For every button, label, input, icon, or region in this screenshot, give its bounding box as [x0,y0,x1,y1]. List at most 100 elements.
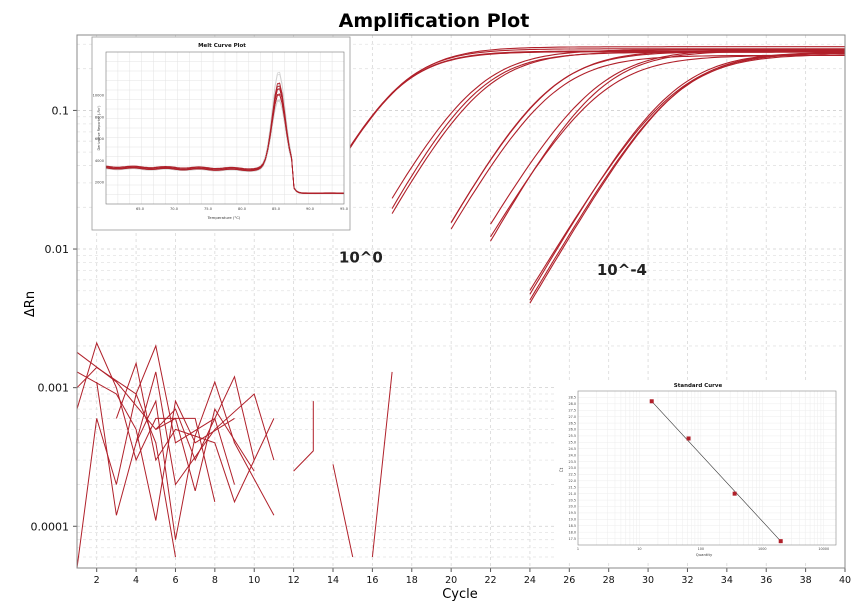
melt-y-tick-label: 2000 [95,180,105,184]
standard-y-tick-label: 27.0 [568,415,576,419]
melt-x-tick-label: 65.0 [136,207,145,211]
x-tick-label: 26 [563,575,575,586]
standard-x-tick-label: 10000 [818,547,829,551]
melt-plot-frame [105,51,345,205]
melt-x-tick-label: 95.0 [340,207,349,211]
noise-line [135,380,275,540]
amplification-curve [529,54,845,301]
melt-x-tick-label: 85.0 [272,207,281,211]
melt-curves [105,71,345,195]
annotation-10-0: 10^0 [339,248,383,266]
x-axis-label: Cycle [442,587,478,602]
standard-y-tick-label: 28.0 [568,402,576,406]
y-tick-label: 0.01 [45,243,70,256]
y-axis-label: ΔRn [23,291,38,317]
x-tick-label: 6 [172,575,178,586]
standard-gridlines [577,391,836,545]
melt-curve-inset: Melt Curve Plot Temperature (°C) Derivat… [91,36,351,231]
standard-regression-line [651,401,781,542]
standard-y-tick-label: 26.5 [568,421,576,425]
noise-line [371,371,393,558]
noise-line [76,392,176,569]
noise-line [76,351,255,462]
standard-y-tick-label: 26.0 [568,428,576,432]
standard-y-tick-label: 21.0 [568,492,576,496]
standard-y-tick-label: 18.5 [568,524,576,528]
noise-line [76,344,235,485]
melt-x-label: Temperature (°C) [207,215,241,220]
standard-y-tick-label: 27.5 [568,408,576,412]
chart-title: Amplification Plot [339,10,530,32]
melt-x-tick-label: 90.0 [306,207,315,211]
x-tick-label: 16 [366,575,378,586]
standard-x-label: Quantity [696,552,713,557]
melt-x-tick-label: 80.0 [238,207,247,211]
standard-y-tick-label: 24.5 [568,447,576,451]
noise-line [115,361,275,504]
x-tick-label: 28 [603,575,615,586]
amplification-curves [312,46,846,304]
melt-x-tick-label: 70.0 [170,207,179,211]
noise-line [155,407,255,492]
noise-line [76,341,216,503]
standard-x-tick-label: 1000 [758,547,767,551]
standard-y-tick-label: 23.0 [568,466,576,470]
x-tick-label: 24 [524,575,536,586]
x-tick-label: 22 [484,575,496,586]
annotation-10-minus-4: 10^-4 [597,261,647,279]
x-tick-label: 14 [327,575,339,586]
y-tick-label: 0.001 [38,382,70,395]
x-tick-label: 4 [133,575,139,586]
amplification-curve [490,48,845,225]
standard-y-tick-label: 24.0 [568,453,576,457]
standard-y-tick-label: 28.5 [568,396,576,400]
x-tick-label: 12 [288,575,300,586]
standard-y-tick-label: 17.5 [568,537,576,541]
standard-title: Standard Curve [674,383,723,389]
amplification-curve [529,52,846,291]
melt-tick-labels: 65.0 70.0 75.0 80.0 85.0 90.0 95.0 10000 8000 600… [93,94,349,211]
x-tick-label: 10 [248,575,260,586]
x-tick-label: 40 [839,575,851,586]
noise-line [76,371,235,521]
melt-inset-background [91,36,351,231]
standard-regression-line-segment [651,401,781,542]
standard-point [732,491,737,496]
standard-x-tick-label: 10 [637,547,641,551]
melt-y-tick-label: 6000 [95,137,105,141]
standard-plot-frame [577,390,837,546]
standard-y-tick-label: 22.0 [568,479,576,483]
main-tick-labels: 2 4 6 8 10 12 14 16 18 20 22 24 26 28 30 32 34 36 38 400.00… [31,104,852,586]
standard-y-tick-label: 18.0 [568,530,576,534]
amplification-curve [391,51,845,209]
standard-y-tick-label: 20.0 [568,505,576,509]
standard-y-tick-label: 21.5 [568,485,576,489]
x-tick-label: 36 [760,575,772,586]
standard-y-tick-label: 19.5 [568,511,576,515]
standard-y-tick-label: 20.5 [568,498,576,502]
amplification-curve [450,49,845,223]
standard-points [649,399,783,544]
melt-title: Melt Curve Plot [198,43,246,49]
x-tick-label: 20 [445,575,457,586]
melt-x-tick-label: 75.0 [204,207,213,211]
noise-line [332,464,354,558]
noise-line [96,371,275,516]
standard-x-tick-label: 1 [577,547,579,551]
x-tick-label: 2 [94,575,100,586]
y-tick-label: 0.1 [52,104,70,117]
amplification-curve [490,50,845,242]
melt-y-tick-label: 8000 [95,115,105,119]
standard-y-label: Ct [559,467,564,472]
standard-y-tick-label: 25.5 [568,434,576,438]
standard-curve-inset: Standard Curve Quantity Ct 28.5 28.0 27.5 2… [556,380,842,560]
melt-y-label: Derivative Reporter (-Rn') [97,105,101,151]
melt-curve [105,94,344,194]
baseline-noise-lines [76,341,393,569]
amplification-curve [312,48,845,211]
standard-point [649,399,654,404]
x-tick-label: 8 [212,575,218,586]
noise-line [293,401,314,472]
